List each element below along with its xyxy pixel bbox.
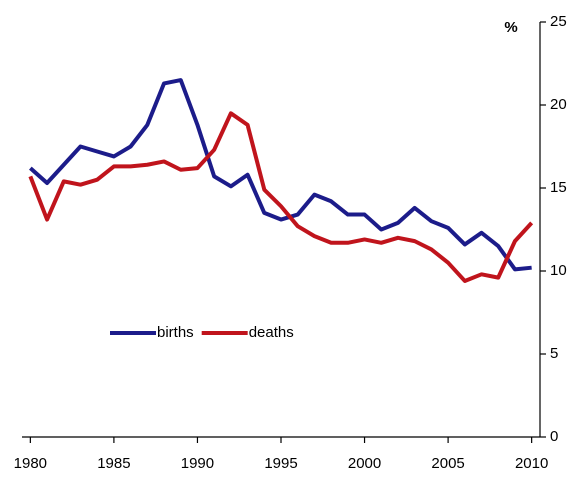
x-tick-label: 1990 xyxy=(181,455,214,472)
series-line xyxy=(28,111,534,283)
series-line xyxy=(29,78,532,272)
x-tick-label: 2000 xyxy=(348,455,381,472)
y-tick-label: 0 xyxy=(550,428,558,445)
x-tick-label: 1985 xyxy=(97,455,130,472)
legend-label: deaths xyxy=(249,324,294,341)
y-axis-label: % xyxy=(504,19,517,36)
x-tick-label: 2005 xyxy=(431,455,464,472)
legend-label: births xyxy=(157,324,194,341)
y-tick-label: 20 xyxy=(550,96,567,113)
x-tick-label: 1980 xyxy=(14,455,47,472)
x-tick-label: 1995 xyxy=(264,455,297,472)
x-tick-label: 2010 xyxy=(515,455,548,472)
y-tick-label: 5 xyxy=(550,345,558,362)
y-tick-label: 15 xyxy=(550,179,567,196)
y-tick-label: 10 xyxy=(550,262,567,279)
y-tick-label: 25 xyxy=(550,13,567,30)
